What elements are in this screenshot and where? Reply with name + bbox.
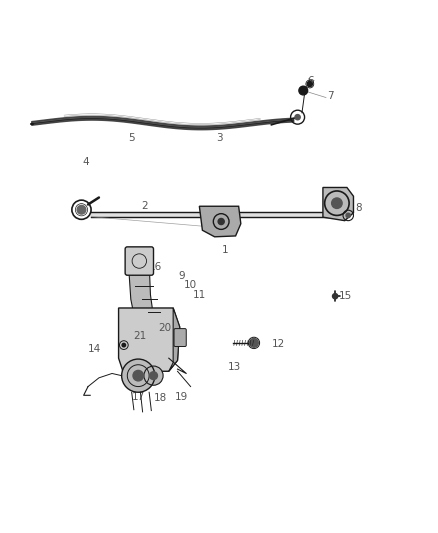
Circle shape (346, 213, 350, 217)
Text: 4: 4 (82, 157, 89, 167)
Circle shape (144, 366, 163, 385)
Text: 10: 10 (184, 280, 197, 290)
Text: 9: 9 (179, 271, 185, 281)
Text: 7: 7 (327, 91, 334, 101)
Text: 19: 19 (175, 392, 188, 402)
FancyBboxPatch shape (125, 247, 153, 275)
Circle shape (77, 205, 86, 214)
Text: 3: 3 (215, 133, 223, 143)
Polygon shape (169, 308, 180, 372)
Circle shape (122, 343, 126, 347)
Circle shape (332, 294, 338, 299)
Circle shape (332, 198, 342, 208)
Text: 14: 14 (88, 344, 101, 354)
Text: 15: 15 (339, 291, 352, 301)
Polygon shape (119, 308, 180, 372)
Text: 12: 12 (271, 339, 285, 349)
Circle shape (307, 82, 312, 87)
Text: 18: 18 (153, 393, 167, 403)
Circle shape (133, 370, 144, 381)
Text: 17: 17 (131, 392, 145, 402)
Text: 21: 21 (133, 332, 146, 341)
Polygon shape (199, 206, 241, 237)
Circle shape (250, 338, 258, 348)
Circle shape (150, 372, 157, 379)
Text: 20: 20 (158, 324, 171, 334)
Polygon shape (129, 273, 171, 352)
Text: 11: 11 (193, 290, 206, 300)
Text: 2: 2 (141, 201, 148, 211)
Text: 16: 16 (149, 262, 162, 272)
Text: 5: 5 (128, 133, 135, 143)
Polygon shape (323, 188, 353, 221)
Text: 6: 6 (307, 76, 314, 86)
Circle shape (295, 115, 300, 120)
Text: 8: 8 (355, 203, 362, 213)
Text: 1: 1 (222, 245, 229, 255)
Circle shape (299, 86, 307, 95)
Circle shape (218, 219, 224, 224)
Circle shape (122, 359, 155, 392)
FancyBboxPatch shape (174, 329, 186, 346)
Text: 13: 13 (228, 362, 241, 372)
